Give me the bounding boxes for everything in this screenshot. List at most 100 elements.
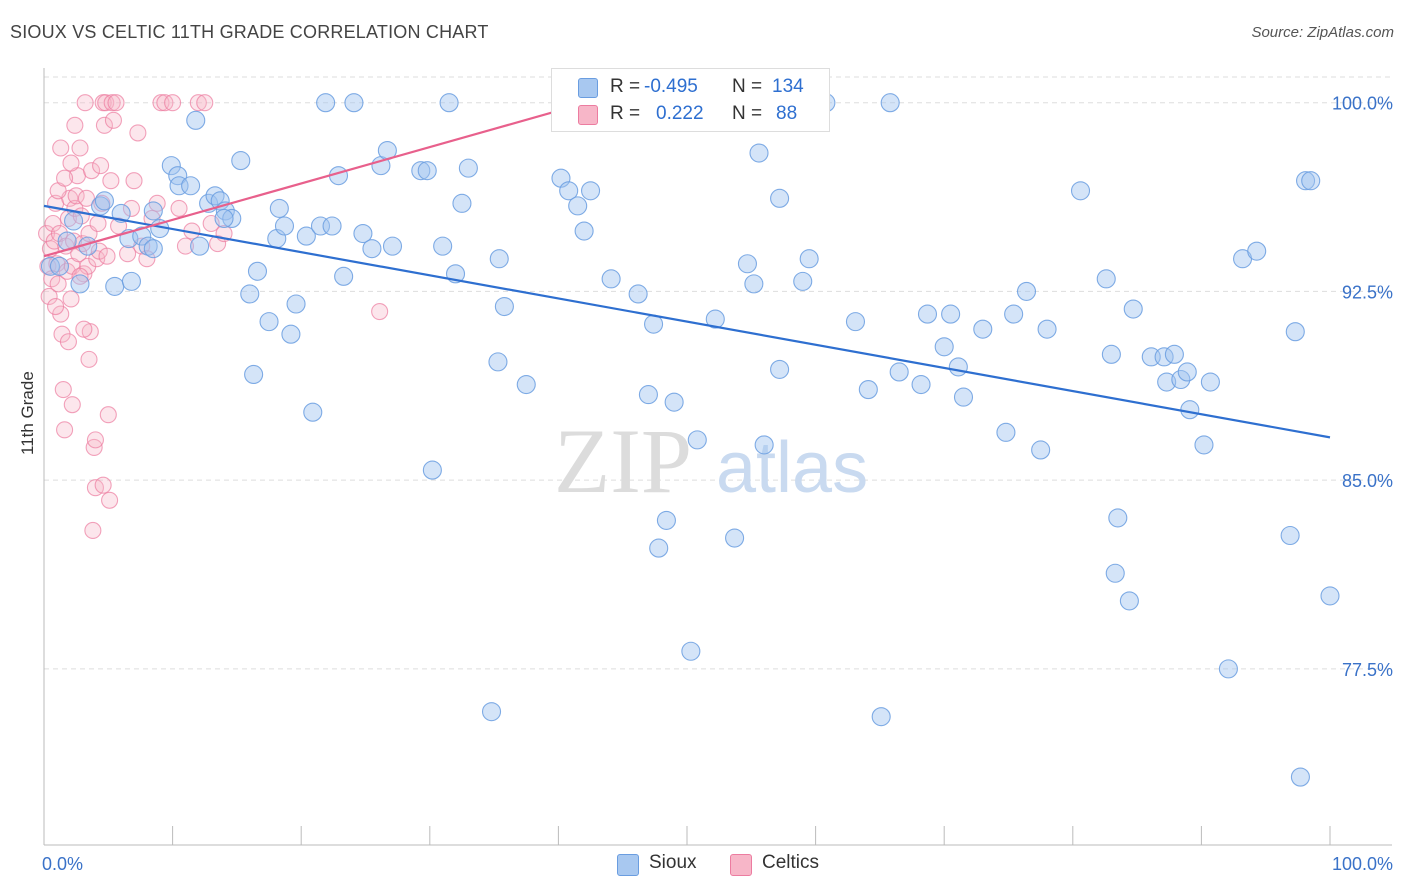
correlation-legend: R = -0.495 N = 134 R = 0.222 N = 88	[551, 68, 830, 132]
sioux-point	[161, 156, 181, 176]
celtics-point	[54, 381, 72, 399]
sioux-point	[1105, 563, 1125, 583]
y-axis-label: 11th Grade	[18, 371, 37, 455]
celtics-point	[40, 287, 58, 306]
celtics-point	[94, 476, 112, 494]
celtics-point	[97, 94, 115, 112]
celtics-point	[119, 245, 137, 263]
celtics-point	[75, 320, 93, 338]
sioux-point	[186, 110, 206, 130]
sioux-point	[1070, 181, 1091, 201]
watermark-zip: ZIP	[554, 410, 692, 512]
watermark-atlas: atlas	[716, 428, 868, 508]
sioux-point	[286, 294, 306, 314]
sioux-point	[334, 266, 354, 286]
legend-n-label: N =	[732, 103, 763, 124]
celtics-point	[107, 94, 125, 112]
sioux-point	[190, 236, 210, 256]
sioux-point	[1180, 400, 1200, 420]
celtics-point	[56, 421, 74, 439]
sioux-point	[322, 216, 342, 236]
legend-n-label: N =	[732, 76, 763, 97]
sioux-point	[1164, 344, 1184, 364]
sioux-point	[649, 538, 669, 558]
y-tick-label: 92.5%	[1342, 282, 1393, 302]
sioux-point	[70, 274, 90, 294]
axes	[43, 68, 1392, 846]
celtics-point	[49, 275, 67, 293]
y-tick-label: 77.5%	[1342, 660, 1393, 680]
celtics-point	[84, 521, 102, 540]
sioux-points	[40, 93, 1340, 787]
sioux-point	[744, 274, 764, 294]
celtics-point	[170, 199, 188, 217]
legend-swatch-celtics	[578, 105, 598, 125]
sioux-point	[488, 352, 508, 372]
sioux-point	[1301, 171, 1321, 191]
sioux-point	[754, 435, 774, 455]
sioux-point	[64, 211, 84, 231]
sioux-point	[638, 385, 658, 405]
sioux-point	[941, 304, 961, 324]
celtics-point	[103, 94, 121, 112]
sioux-point	[344, 93, 364, 113]
sioux-point	[1320, 586, 1340, 606]
sioux-point	[559, 181, 579, 201]
celtics-point	[102, 172, 120, 190]
celtics-point	[99, 406, 117, 424]
bottom-legend-label-celtics: Celtics	[762, 852, 820, 873]
sioux-point	[303, 402, 323, 422]
celtics-point	[92, 157, 110, 175]
sioux-point	[749, 143, 769, 163]
sioux-point	[259, 312, 279, 332]
sioux-point	[181, 176, 201, 196]
celtics-point	[63, 396, 81, 414]
celtics-point	[164, 94, 182, 112]
sioux-point	[247, 261, 268, 281]
sioux-point	[770, 359, 790, 379]
sioux-point	[1123, 299, 1143, 319]
sioux-point	[1004, 304, 1024, 324]
celtics-point	[80, 350, 98, 368]
celtics-point	[56, 169, 74, 187]
sioux-point	[296, 226, 316, 246]
legend-row-celtics: R = 0.222 N = 88	[552, 100, 829, 128]
sioux-point	[231, 151, 251, 171]
sioux-point	[601, 269, 621, 289]
sioux-point	[871, 707, 891, 727]
sioux-point	[417, 161, 437, 181]
sioux-point	[143, 239, 163, 259]
sioux-point	[222, 208, 242, 229]
sioux-point	[105, 276, 125, 296]
sioux-point	[880, 93, 900, 113]
sioux-point	[481, 702, 502, 722]
sioux-point	[382, 236, 403, 256]
sioux-point	[168, 166, 188, 186]
sioux-point	[687, 430, 707, 450]
celtics-trendline	[43, 101, 587, 258]
sioux-point	[240, 284, 260, 304]
sioux-point	[911, 374, 931, 395]
celtics-point	[71, 139, 89, 157]
celtics-point	[189, 94, 207, 112]
sioux-point	[316, 93, 336, 113]
sioux-point	[1096, 269, 1116, 289]
celtics-point	[98, 247, 116, 265]
legend-r-label: R =	[610, 103, 641, 124]
sioux-point	[996, 422, 1016, 442]
sioux-point	[269, 198, 289, 218]
legend-swatch-sioux	[578, 78, 598, 98]
celtics-point	[371, 303, 389, 321]
sioux-point	[953, 387, 974, 407]
sioux-point	[411, 161, 431, 181]
sioux-point	[1280, 525, 1300, 546]
sioux-point	[1119, 591, 1139, 611]
sioux-point	[948, 357, 968, 377]
sioux-point	[205, 186, 225, 206]
celtics-point	[152, 94, 170, 112]
trendlines	[43, 101, 1331, 439]
watermark: ZIP atlas	[554, 410, 868, 512]
sioux-point	[1194, 435, 1214, 455]
sioux-point	[889, 362, 909, 382]
sioux-point	[568, 196, 588, 216]
